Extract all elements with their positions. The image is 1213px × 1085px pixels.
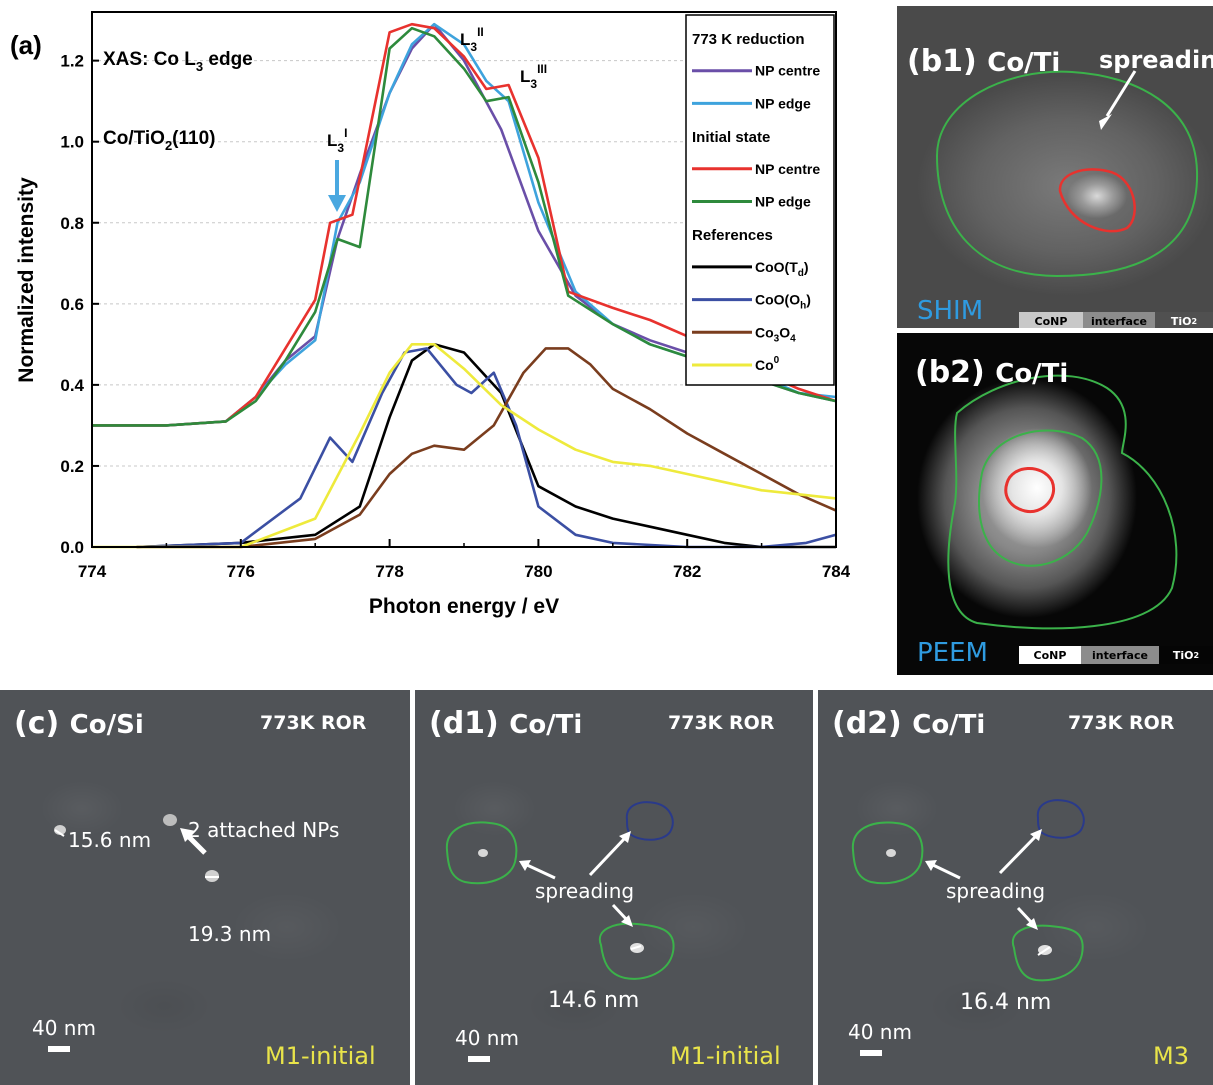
d2-scale-label: 40 nm xyxy=(848,1020,912,1044)
legend-header: References xyxy=(692,227,773,244)
b1-method-label: SHIM xyxy=(917,296,984,326)
panel-c-image: (c) Co/Si 773K ROR 15.6 nm 2 attached NP… xyxy=(0,690,410,1085)
y-axis-label: Normalized intensity xyxy=(15,177,38,383)
peak-arrow-icon xyxy=(328,160,346,212)
panel-b1-image: (b1) Co/Ti spreading SHIM CoNP interface… xyxy=(897,6,1213,328)
svg-text:L3I: L3I xyxy=(327,126,347,155)
legend-label: CoO(Td) xyxy=(755,259,809,279)
axis-ticks: 0.0 0.2 0.4 0.6 0.8 1.0 1.2 774 776 778 780 782 784 xyxy=(60,52,850,581)
panel-d2-image: (d2) Co/Ti 773K ROR spreading 16.4 nm 40… xyxy=(818,690,1213,1085)
svg-text:L3II: L3II xyxy=(460,25,484,54)
legend-label: NP centre xyxy=(755,63,820,79)
y-tick-label: 1.2 xyxy=(60,52,84,71)
np-outline xyxy=(1058,168,1136,233)
b1-contrast-bar: CoNP interface TiO 2 xyxy=(1019,312,1213,328)
series-line-6 xyxy=(136,347,837,549)
d1-spreading-label: spreading xyxy=(535,879,635,903)
legend-header: 773 K reduction xyxy=(692,31,805,48)
panel-b2-image: (b2) Co/Ti PEEM CoNP interface TiO 2 xyxy=(897,333,1213,675)
b1-spreading-label: spreading xyxy=(1099,46,1213,74)
svg-text:L3III: L3III xyxy=(520,62,547,91)
peak-label-L3-II: L3II xyxy=(460,25,484,54)
legend-label: NP edge xyxy=(755,194,811,210)
spreading-outline xyxy=(445,821,518,885)
d2-state-label: M3 xyxy=(1153,1042,1189,1070)
panel-d1-label: (d1) Co/Ti xyxy=(429,706,583,741)
legend-label: Co0 xyxy=(755,355,780,373)
y-tick-label: 0.0 xyxy=(60,538,84,557)
x-axis-label: Photon energy / eV xyxy=(369,595,559,618)
arrow-icon xyxy=(1016,906,1034,925)
chart-note-sample: Co/TiO2(110) xyxy=(103,128,215,153)
chart-note-xas: XAS: Co L3 edge xyxy=(103,49,253,74)
x-tick-label: 778 xyxy=(375,562,403,581)
panel-b2-label: (b2) Co/Ti xyxy=(915,355,1069,390)
d2-spreading-label: spreading xyxy=(946,879,1046,903)
y-tick-label: 0.4 xyxy=(60,376,84,395)
panel-d1-condition: 773K ROR xyxy=(668,712,775,734)
d1-state-label: M1-initial xyxy=(670,1042,781,1070)
d1-scale-bar xyxy=(468,1056,490,1062)
np-particle xyxy=(163,814,177,826)
arrow-icon xyxy=(526,863,556,880)
series-line-7 xyxy=(92,343,837,549)
spreading-outline-blue xyxy=(625,801,674,841)
x-tick-label: 774 xyxy=(78,562,107,581)
arrow-icon xyxy=(1105,70,1137,117)
panel-c-condition: 773K ROR xyxy=(260,712,367,734)
b2-contrast-bar: CoNP interface TiO 2 xyxy=(1019,646,1213,664)
legend-label: CoO(Oh) xyxy=(755,292,811,312)
legend-label: Co3O4 xyxy=(755,324,796,344)
peak-label-L3-III: L3III xyxy=(520,62,547,91)
legend-label: NP edge xyxy=(755,95,811,111)
d1-scale-label: 40 nm xyxy=(455,1026,519,1050)
x-tick-label: 784 xyxy=(822,562,850,581)
panel-d2-label: (d2) Co/Ti xyxy=(832,706,986,741)
spreading-outline xyxy=(851,821,924,885)
panel-d1-image: (d1) Co/Ti 773K ROR spreading 14.6 nm 40… xyxy=(415,690,813,1085)
arrow-icon xyxy=(998,834,1038,875)
arrow-icon xyxy=(186,834,207,855)
d2-scale-bar xyxy=(860,1050,882,1056)
y-tick-label: 1.0 xyxy=(60,133,84,152)
panel-c-label: (c) Co/Si xyxy=(14,706,144,741)
x-tick-label: 782 xyxy=(673,562,701,581)
c-state-label: M1-initial xyxy=(265,1042,376,1070)
chart-legend: 773 K reduction NP centre NP edge Initial s… xyxy=(685,14,835,386)
arrow-icon xyxy=(588,836,627,877)
panel-d2-condition: 773K ROR xyxy=(1068,712,1175,734)
d2-size-label: 16.4 nm xyxy=(960,990,1052,1015)
spreading-outline xyxy=(598,922,675,980)
c-scale-label: 40 nm xyxy=(32,1016,96,1040)
peak-label-L3-I: L3I xyxy=(327,126,347,155)
np-outline xyxy=(1004,467,1056,514)
d1-size-label: 14.6 nm xyxy=(548,988,640,1013)
c-size-1: 15.6 nm xyxy=(68,828,152,852)
x-tick-label: 780 xyxy=(524,562,552,581)
x-tick-label: 776 xyxy=(227,562,255,581)
legend-header: Initial state xyxy=(692,129,770,146)
panel-a-label: (a) xyxy=(10,30,42,60)
y-tick-label: 0.2 xyxy=(60,457,84,476)
legend-label: NP centre xyxy=(755,161,820,177)
interface-outline xyxy=(935,70,1199,278)
arrow-icon xyxy=(611,903,629,922)
c-attached-label: 2 attached NPs xyxy=(188,818,340,842)
arrow-icon xyxy=(932,863,961,880)
panel-b1-label: (b1) Co/Ti xyxy=(907,44,1061,79)
inner-interface-outline xyxy=(978,429,1103,567)
outer-interface-outline xyxy=(947,374,1178,630)
spreading-outline-blue xyxy=(1036,799,1085,839)
c-size-2: 19.3 nm xyxy=(188,922,272,946)
y-tick-label: 0.6 xyxy=(60,295,84,314)
b2-method-label: PEEM xyxy=(917,638,988,668)
c-scale-bar xyxy=(48,1046,70,1052)
y-tick-label: 0.8 xyxy=(60,214,84,233)
